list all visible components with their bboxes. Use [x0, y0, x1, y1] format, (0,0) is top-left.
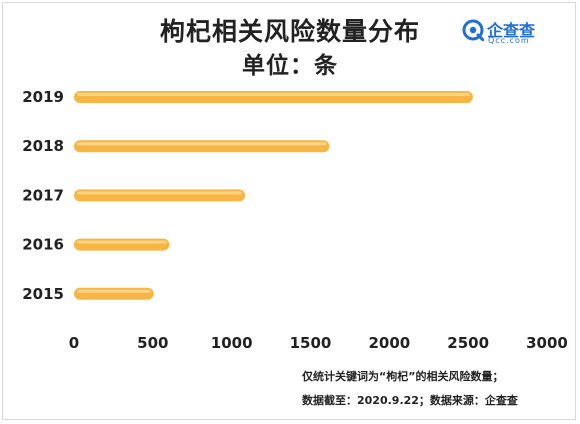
- bar-highlight-2019: [77, 93, 470, 96]
- bar-2018: [74, 140, 330, 153]
- bar-highlight-2018: [77, 142, 327, 146]
- bar-highlight-2017: [77, 191, 243, 195]
- qcc-logo-icon: [462, 19, 484, 41]
- bar-2017: [74, 189, 246, 202]
- category-label-2018: 2018: [22, 137, 64, 155]
- category-labels: 2019 2018 2017 2016 2015: [22, 88, 64, 303]
- chart-title: 枸杞相关风险数量分布: [159, 17, 420, 46]
- category-label-2016: 2016: [22, 236, 64, 254]
- x-tick-500: 500: [137, 334, 168, 352]
- x-tick-1500: 1500: [290, 334, 332, 352]
- note-keyword: 仅统计关键词为“枸杞”的相关风险数量；: [302, 370, 504, 383]
- bars-group: [74, 91, 473, 300]
- x-tick-2500: 2500: [447, 334, 489, 352]
- chart-subtitle: 单位：条: [242, 53, 338, 79]
- bar-2015: [74, 287, 154, 300]
- x-tick-labels: 0 500 1000 1500 2000 2500 3000: [69, 334, 568, 352]
- category-label-2017: 2017: [22, 186, 64, 204]
- brand-domain: Qcc.com: [488, 36, 530, 45]
- chart-frame: [2, 2, 576, 420]
- bar-2016: [74, 238, 170, 251]
- x-tick-0: 0: [69, 334, 79, 352]
- category-label-2015: 2015: [22, 285, 64, 303]
- bar-highlight-2015: [77, 289, 151, 293]
- category-label-2019: 2019: [22, 88, 64, 106]
- bar-highlight-2016: [77, 240, 167, 244]
- bar-2019: [74, 91, 473, 103]
- brand-name: 企查查: [487, 21, 536, 40]
- note-source: 数据截至：2020.9.22；数据来源：企查查: [302, 394, 518, 407]
- x-tick-1000: 1000: [211, 334, 253, 352]
- x-tick-3000: 3000: [526, 334, 568, 352]
- brand-logo: 企查查 Qcc.com: [462, 17, 562, 47]
- x-tick-2000: 2000: [368, 334, 410, 352]
